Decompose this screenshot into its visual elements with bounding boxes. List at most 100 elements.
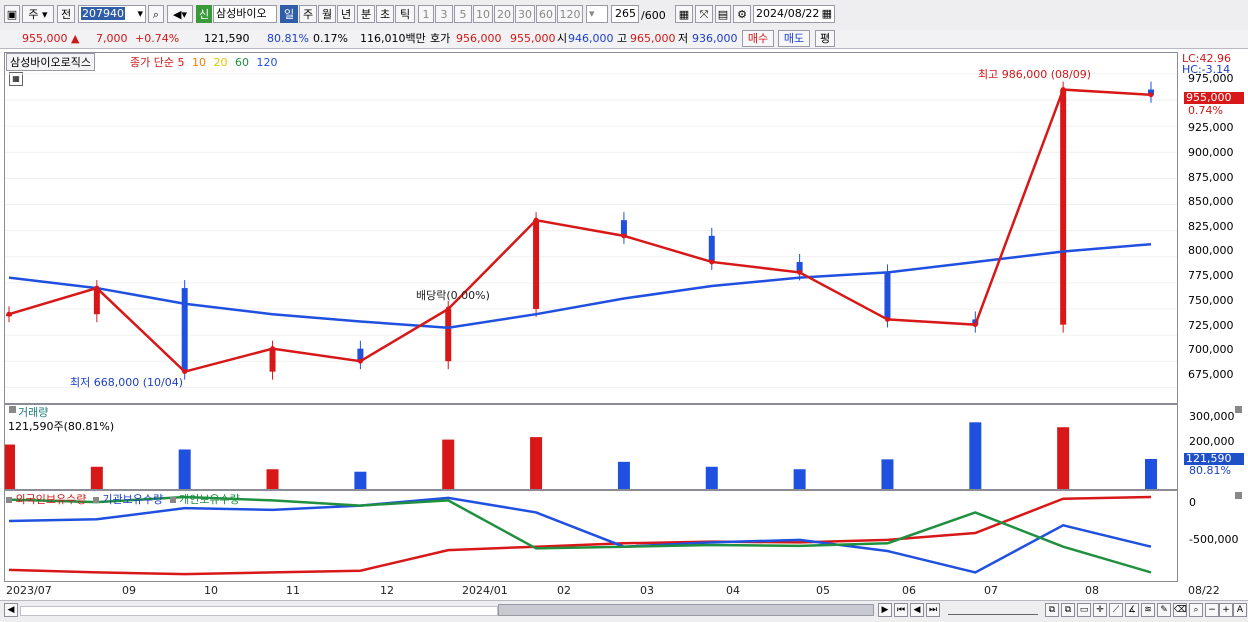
tab-week[interactable]: 주 [299, 5, 317, 23]
chat-icon[interactable]: ✎ [1157, 603, 1171, 617]
eval-button[interactable]: 평 [815, 30, 835, 47]
y-tick-700000: 700,000 [1188, 343, 1234, 356]
num-120[interactable]: 120 [557, 5, 583, 23]
x-label-end: 08/22 [1188, 584, 1220, 597]
tab-minute[interactable]: 분 [357, 5, 375, 23]
turnover-ratio: 0.17% [313, 32, 348, 45]
price-chart-frame [4, 52, 1178, 404]
candle-body [93, 288, 100, 315]
close-point [357, 358, 363, 364]
ma-legend-prefix: 종가 단순 [130, 56, 174, 69]
zoom-in-icon[interactable]: + [1219, 603, 1233, 617]
save-icon[interactable]: ▤ [715, 5, 731, 23]
window-icon[interactable]: ▣ [4, 5, 20, 23]
volume-panel-marker[interactable] [9, 406, 16, 413]
paste-icon[interactable]: ⧉ [1061, 603, 1075, 617]
low-label: 저 [678, 32, 689, 45]
line-tool-icon[interactable]: ⟋ [1109, 603, 1123, 617]
tab-day[interactable]: 일 [280, 5, 298, 23]
tab-second[interactable]: 초 [376, 5, 394, 23]
legend-foreign: 외국인보유수량 [15, 493, 87, 506]
close-point [709, 259, 715, 265]
sound-icon[interactable]: ◀▾ [167, 5, 193, 23]
date-input[interactable]: 2024/08/22 ▦ [753, 5, 835, 23]
price-chart[interactable] [5, 53, 1177, 403]
current-pct-tag: 0.74% [1188, 104, 1223, 117]
stock-code-input[interactable]: 207940 ▾ [78, 5, 146, 23]
close-point [533, 217, 539, 223]
copy-icon[interactable]: ⧉ [1045, 603, 1059, 617]
tab-month[interactable]: 월 [318, 5, 336, 23]
num-10[interactable]: 10 [473, 5, 493, 23]
candle-body [1060, 89, 1067, 325]
zoom-slider[interactable] [948, 606, 1038, 615]
custom-interval-select[interactable]: ▾ [586, 5, 608, 23]
volume-bar [442, 439, 455, 489]
scroll-thumb[interactable] [498, 604, 874, 616]
zoom-icon[interactable]: ⌕ [1189, 603, 1203, 617]
y-tick-975000: 975,000 [1188, 72, 1234, 85]
calendar-icon[interactable]: ▦ [821, 7, 832, 20]
sell-button[interactable]: 매도 [778, 30, 810, 47]
volume-chart[interactable] [5, 405, 1177, 489]
stock-name-field[interactable]: 삼성바이오 [213, 5, 277, 23]
prev-button[interactable]: 전 [57, 5, 75, 23]
close-point [797, 269, 803, 275]
num-30[interactable]: 30 [515, 5, 535, 23]
num-20[interactable]: 20 [494, 5, 514, 23]
grid-icon[interactable]: ▦ [9, 72, 23, 86]
volume-panel-close[interactable] [1235, 406, 1242, 413]
eraser-icon[interactable]: ⌫ [1173, 603, 1187, 617]
next-page-icon[interactable]: ⏭ [926, 603, 940, 617]
layout-icon[interactable]: ▭ [1077, 603, 1091, 617]
compare-icon[interactable]: ⤧ [695, 5, 713, 23]
volume-bar [354, 471, 367, 489]
y-tick-850000: 850,000 [1188, 195, 1234, 208]
legend-swatch-inst [92, 497, 99, 503]
volume-bar [969, 422, 982, 489]
y-tick-775000: 775,000 [1188, 269, 1234, 282]
y-tick-925000: 925,000 [1188, 121, 1234, 134]
credit-badge: 신 [196, 5, 212, 23]
tab-year[interactable]: 년 [337, 5, 355, 23]
search-icon[interactable]: ⌕ [148, 5, 164, 23]
fib-tool-icon[interactable]: ≋ [1141, 603, 1155, 617]
candle-body [269, 348, 276, 372]
first-page-icon[interactable]: ⏮ [894, 603, 908, 617]
num-1[interactable]: 1 [418, 5, 434, 23]
period-select[interactable]: 주 ▾ [22, 5, 54, 23]
gear-icon[interactable]: ⚙ [733, 5, 751, 23]
num-3[interactable]: 3 [435, 5, 453, 23]
crosshair-icon[interactable]: ✛ [1093, 603, 1107, 617]
num-60[interactable]: 60 [536, 5, 556, 23]
zoom-out-icon[interactable]: − [1205, 603, 1219, 617]
ma120-line [8, 242, 1152, 330]
price-axis: LC:42.96 HC:-3.14 975,000 955,000 0.74% … [1180, 52, 1248, 404]
institution-holding-line [8, 496, 1152, 574]
hc-label: HC:-3.14 [1182, 63, 1231, 76]
close-point [94, 285, 100, 291]
ma5-legend: 5 [177, 56, 185, 69]
y-tick-900000: 900,000 [1188, 146, 1234, 159]
indicator-icon[interactable]: ▦ [675, 5, 693, 23]
range-count-input[interactable]: 265 [611, 5, 639, 23]
tab-tick[interactable]: 틱 [395, 5, 415, 23]
holding-chart[interactable] [5, 491, 1177, 581]
candle-body [533, 220, 540, 309]
num-5[interactable]: 5 [454, 5, 472, 23]
prev-page-icon[interactable]: ◀ [910, 603, 924, 617]
x-label-03: 03 [640, 584, 654, 597]
candle-body [1148, 89, 1154, 95]
scroll-right-icon[interactable]: ▶ [878, 603, 892, 617]
text-tool-icon[interactable]: A [1233, 603, 1247, 617]
buy-button[interactable]: 매수 [742, 30, 774, 47]
vol-current-pct: 80.81% [1189, 464, 1231, 477]
legend-institution: 기관보유수량 [102, 493, 164, 506]
scroll-left-icon[interactable]: ◀ [4, 603, 18, 617]
scroll-track[interactable] [20, 606, 498, 616]
high-annotation: 최고 986,000 (08/09) [978, 68, 1092, 81]
angle-tool-icon[interactable]: ∡ [1125, 603, 1139, 617]
volume-bar [530, 437, 543, 489]
trade-amount: 116,010백만 [360, 32, 426, 45]
holding-panel-close[interactable] [1235, 492, 1242, 499]
